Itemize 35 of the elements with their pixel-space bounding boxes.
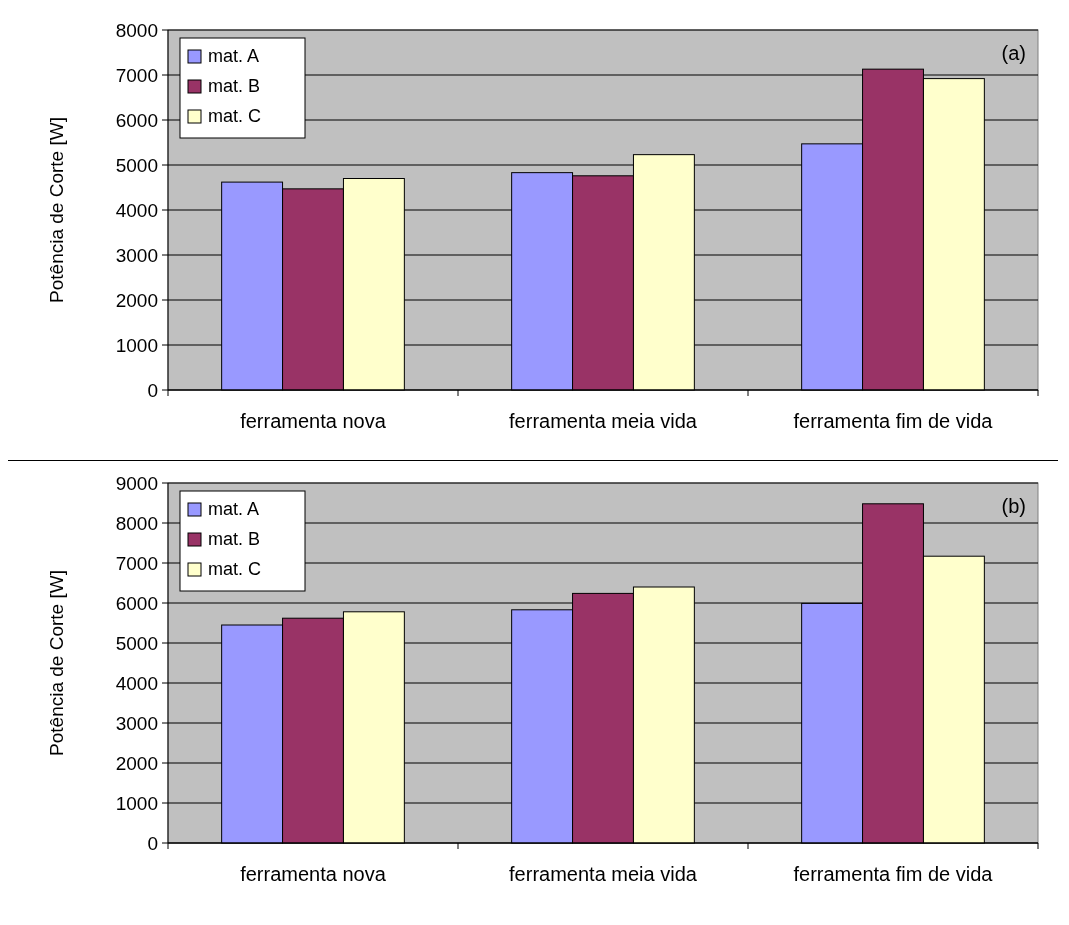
legend-label: mat. B [208, 529, 261, 549]
legend-label: mat. C [208, 559, 262, 579]
y-axis-title: Potência de Corte [W] [46, 570, 67, 756]
y-tick-label: 8000 [115, 19, 158, 41]
y-tick-label: 1000 [115, 334, 158, 356]
y-tick-label: 7000 [115, 552, 158, 574]
x-tick-label: ferramenta nova [240, 863, 387, 885]
y-tick-label: 3000 [115, 712, 158, 734]
y-tick-label: 6000 [115, 592, 158, 614]
y-tick-label: 1000 [115, 792, 158, 814]
y-tick-label: 5000 [115, 154, 158, 176]
y-tick-label: 0 [147, 832, 158, 854]
y-tick-label: 0 [147, 379, 158, 401]
y-tick-label: 3000 [115, 244, 158, 266]
y-axis-title: Potência de Corte [W] [46, 117, 67, 303]
x-tick-label: ferramenta meia vida [509, 410, 698, 432]
legend-label: mat. C [208, 106, 262, 126]
y-tick-label: 2000 [115, 752, 158, 774]
y-tick-label: 8000 [115, 512, 158, 534]
y-tick-label: 6000 [115, 109, 158, 131]
y-tick-label: 5000 [115, 632, 158, 654]
annotation: (b) [1001, 495, 1026, 517]
x-tick-label: ferramenta nova [240, 410, 387, 432]
legend-label: mat. A [208, 499, 260, 519]
legend-label: mat. A [208, 46, 260, 66]
y-tick-label: 4000 [115, 199, 158, 221]
annotation: (a) [1001, 42, 1026, 64]
x-tick-label: ferramenta fim de vida [793, 410, 994, 432]
legend-label: mat. B [208, 76, 261, 96]
y-tick-label: 2000 [115, 289, 158, 311]
y-tick-label: 9000 [115, 472, 158, 494]
x-tick-label: ferramenta fim de vida [793, 863, 994, 885]
y-tick-label: 4000 [115, 672, 158, 694]
y-tick-label: 7000 [115, 64, 158, 86]
x-tick-label: ferramenta meia vida [509, 863, 698, 885]
